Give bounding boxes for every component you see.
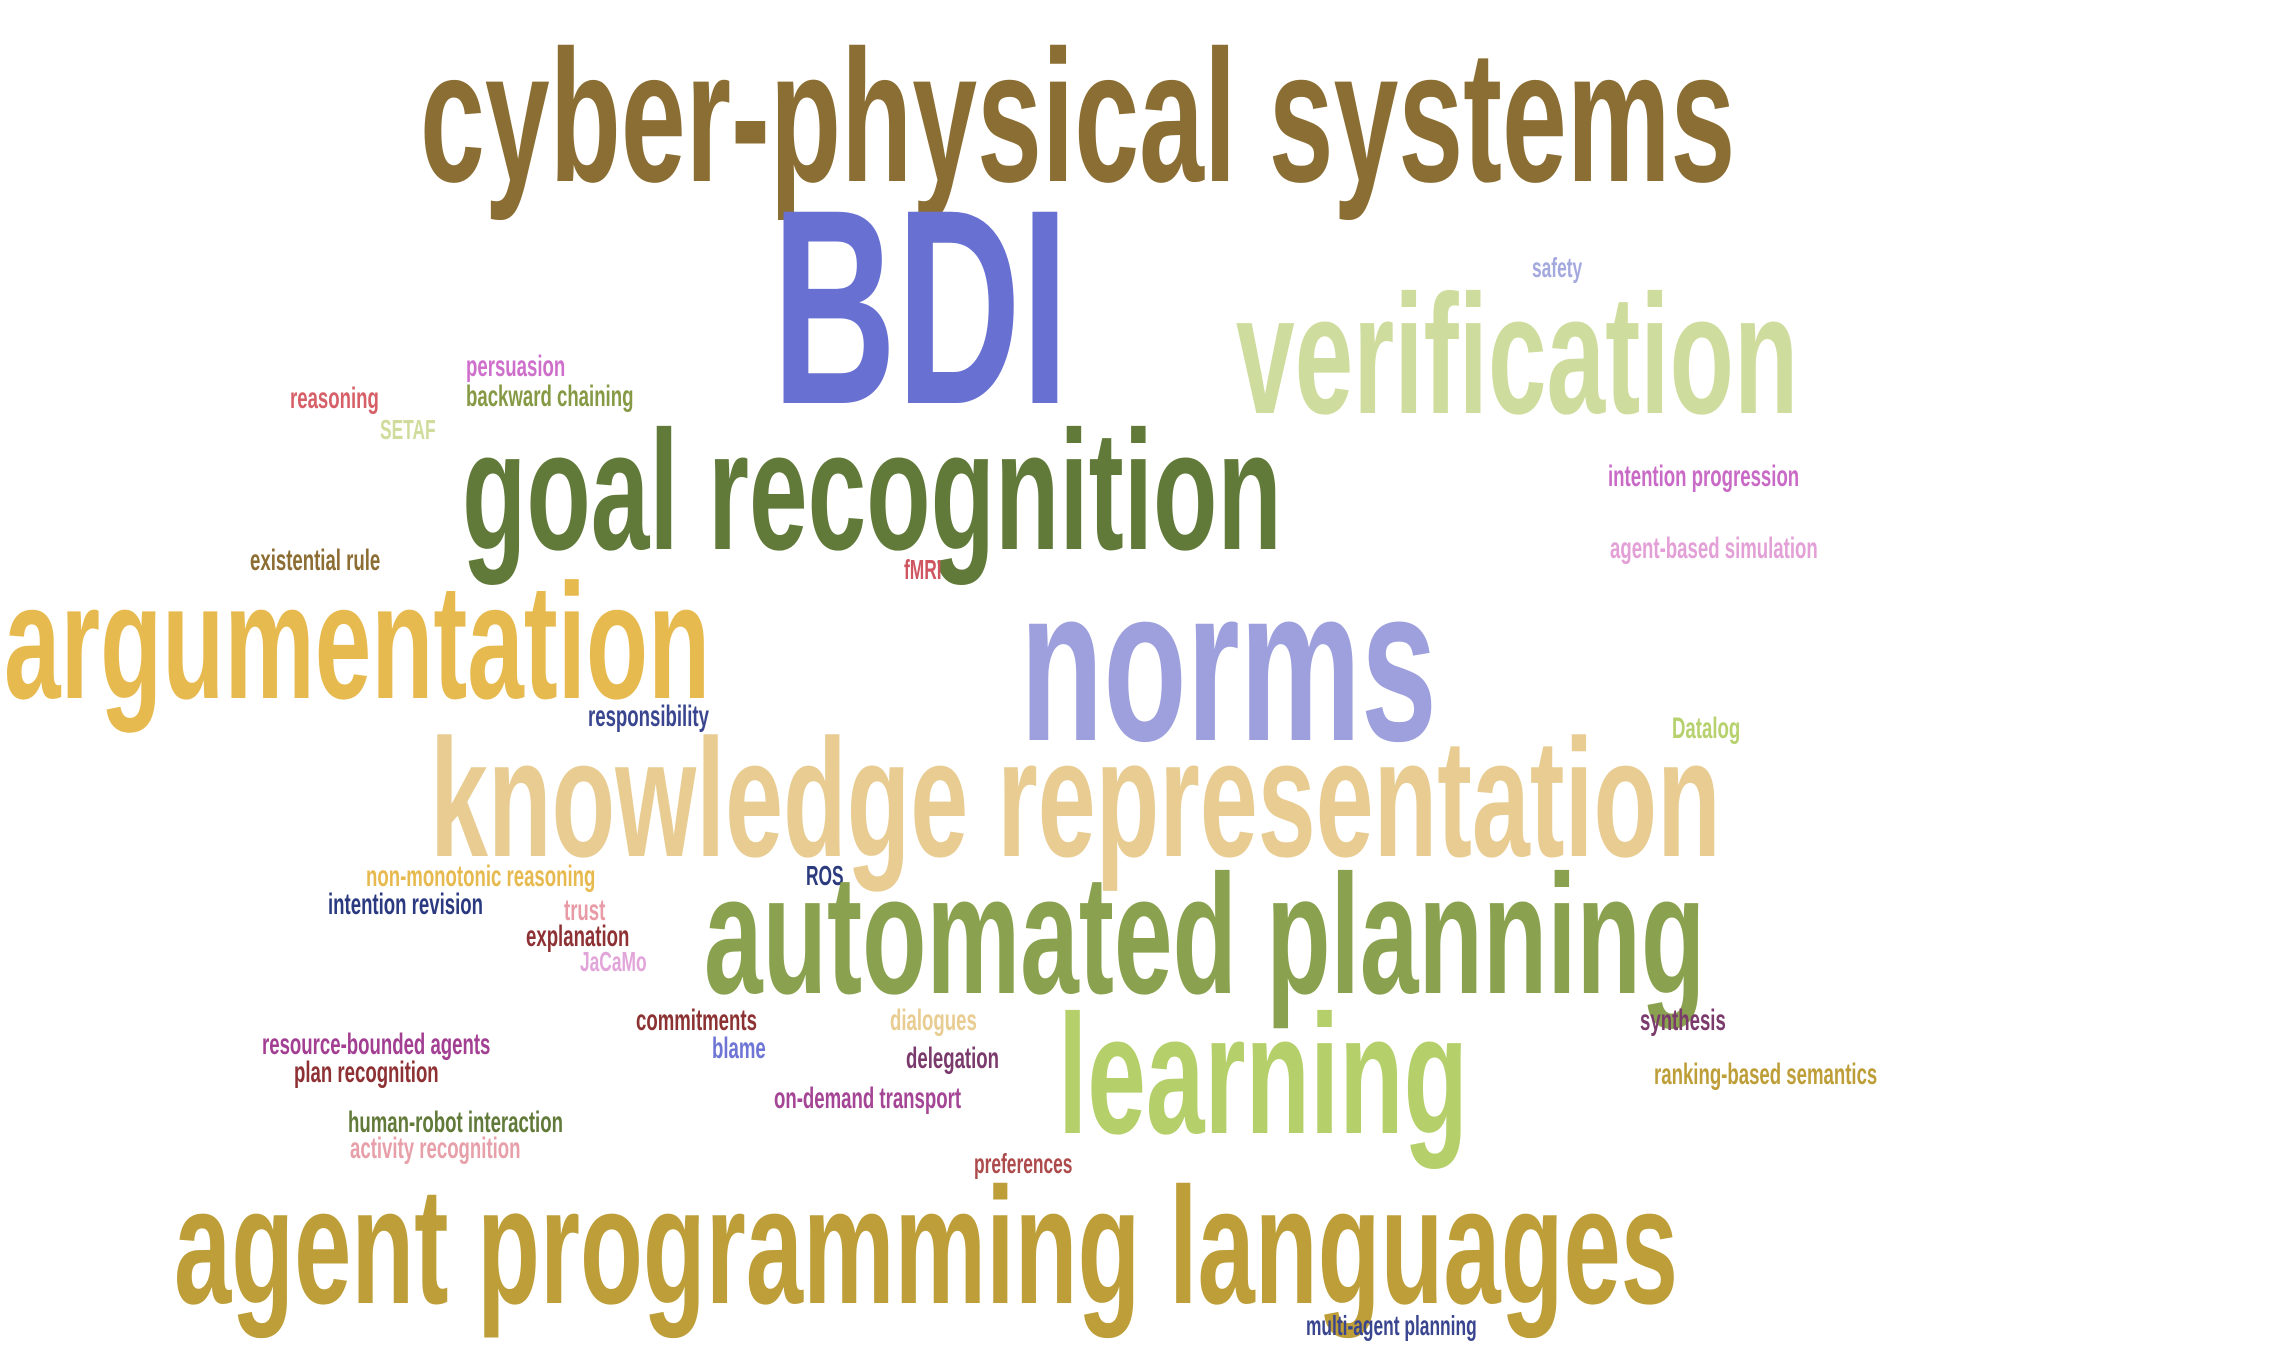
- word-explanation: explanation: [526, 920, 630, 953]
- word-commitments: commitments: [636, 1004, 757, 1037]
- word-goal-recognition: goal recognition: [462, 396, 1282, 586]
- word-jacamo: JaCaMo: [580, 946, 647, 977]
- word-activity-recognition: activity recognition: [350, 1132, 521, 1165]
- word-safety: safety: [1532, 252, 1583, 283]
- word-delegation: delegation: [906, 1042, 1000, 1075]
- word-reasoning: reasoning: [290, 382, 379, 415]
- word-automated-planning: automated planning: [704, 840, 1706, 1030]
- word-fmri: fMRI: [904, 554, 942, 585]
- word-responsibility: responsibility: [588, 700, 709, 733]
- word-plan-recognition: plan recognition: [294, 1056, 439, 1089]
- word-on-demand-transport: on-demand transport: [774, 1082, 962, 1115]
- word-cyber-physical-systems: cyber-physical systems: [420, 11, 1736, 221]
- word-non-monotonic-reasoning: non-monotonic reasoning: [366, 860, 596, 893]
- word-argumentation: argumentation: [4, 550, 711, 733]
- word-ranking-based-semantics: ranking-based semantics: [1654, 1058, 1878, 1091]
- word-synthesis: synthesis: [1640, 1004, 1726, 1037]
- word-intention-progression: intention progression: [1608, 460, 1800, 493]
- word-blame: blame: [712, 1032, 766, 1065]
- word-intention-revision: intention revision: [328, 888, 484, 921]
- word-agent-programming-languages: agent programming languages: [174, 1154, 1679, 1339]
- word-ros: ROS: [806, 860, 844, 891]
- word-knowledge-representation: knowledge representation: [430, 704, 1721, 892]
- word-multi-agent-planning: multi-agent planning: [1306, 1310, 1477, 1341]
- word-preferences: preferences: [974, 1148, 1073, 1179]
- word-persuasion: persuasion: [466, 350, 566, 383]
- word-datalog: Datalog: [1672, 712, 1741, 745]
- word-trust: trust: [564, 894, 606, 927]
- word-setaf: SETAF: [380, 414, 436, 445]
- word-backward-chaining: backward chaining: [466, 380, 634, 413]
- word-verification: verification: [1236, 260, 1799, 450]
- word-resource-bounded-agents: resource-bounded agents: [262, 1028, 491, 1061]
- word-bdi: BDI: [772, 151, 1069, 462]
- word-existential-rule: existential rule: [250, 544, 381, 577]
- word-norms: norms: [1020, 541, 1437, 787]
- word-learning: learning: [1058, 980, 1468, 1170]
- word-dialogues: dialogues: [890, 1004, 977, 1037]
- word-human-robot-interaction: human-robot interaction: [348, 1106, 563, 1139]
- word-agent-based-simulation: agent-based simulation: [1610, 532, 1818, 565]
